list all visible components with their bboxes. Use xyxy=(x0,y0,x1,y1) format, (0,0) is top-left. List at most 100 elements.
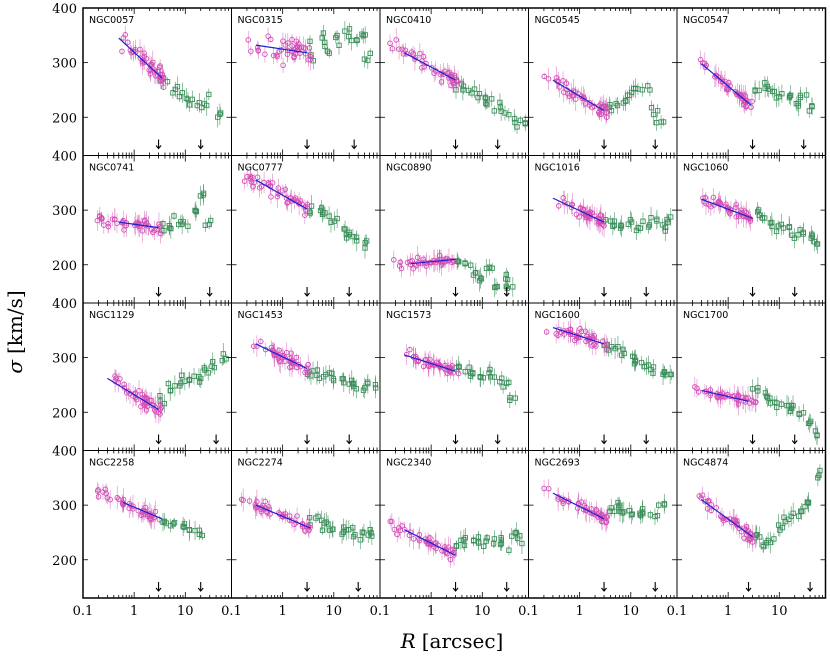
inner-point xyxy=(406,532,413,539)
inner-point xyxy=(297,198,304,204)
outer-point xyxy=(315,513,321,520)
panel-ngc0777: NGC0777 xyxy=(231,155,381,304)
outer-point xyxy=(176,93,183,100)
x-axis-title: R [arcsec] xyxy=(400,629,504,653)
inner-points xyxy=(238,488,313,539)
figure-frame xyxy=(82,7,827,599)
outer-point xyxy=(800,410,807,416)
fit-line xyxy=(255,504,311,529)
outer-point xyxy=(186,377,193,383)
outer-point xyxy=(522,120,529,126)
x-axis-symbol: R xyxy=(400,629,416,653)
inner-point xyxy=(142,218,148,224)
inner-point xyxy=(735,211,742,218)
radius-arrow-head xyxy=(643,292,650,297)
outer-point xyxy=(196,379,203,385)
outer-point xyxy=(797,92,804,99)
outer-point xyxy=(487,374,494,380)
radius-arrow-head xyxy=(197,587,204,592)
inner-point xyxy=(745,395,751,401)
inner-point xyxy=(285,40,291,46)
inner-point xyxy=(115,496,122,502)
inner-point xyxy=(288,350,294,356)
inner-point xyxy=(586,99,593,106)
outer-point xyxy=(478,276,485,282)
inner-point xyxy=(292,195,299,201)
outer-point xyxy=(166,223,172,229)
outer-point xyxy=(786,95,793,101)
inner-point xyxy=(143,407,150,413)
outer-point xyxy=(777,527,783,533)
outer-point xyxy=(199,532,205,539)
panel-name: NGC1573 xyxy=(386,310,431,321)
radius-arrow-head xyxy=(494,145,501,150)
inner-point xyxy=(157,230,164,237)
inner-point xyxy=(151,67,158,73)
outer-point xyxy=(170,90,176,96)
outer-point xyxy=(654,513,661,519)
fit-line xyxy=(701,499,753,538)
outer-point xyxy=(200,192,207,198)
inner-points xyxy=(403,343,462,383)
inner-point xyxy=(157,411,163,417)
radius-arrow-head xyxy=(791,440,798,445)
outer-point xyxy=(171,213,177,219)
outer-point xyxy=(320,374,327,380)
outer-point xyxy=(755,207,762,213)
fit-line xyxy=(552,492,605,520)
panel-name: NGC1129 xyxy=(89,310,134,321)
outer-point xyxy=(219,357,225,364)
outer-point xyxy=(790,403,796,409)
outer-point xyxy=(760,542,766,548)
outer-point xyxy=(341,226,347,232)
outer-point xyxy=(650,370,656,376)
outer-point xyxy=(635,225,641,231)
outer-point xyxy=(607,508,613,514)
panel-ngc1573: NGC1573 xyxy=(379,302,529,451)
panel-ngc0410: NGC0410 xyxy=(379,7,529,156)
outer-point xyxy=(490,541,497,547)
outer-point xyxy=(749,386,756,392)
inner-point xyxy=(284,200,290,206)
outer-point xyxy=(367,50,373,56)
y-axis-unit: [km/s] xyxy=(3,290,27,354)
fit-line xyxy=(552,79,605,112)
outer-point xyxy=(759,215,766,221)
inner-point xyxy=(698,495,705,501)
outer-point xyxy=(790,510,796,516)
panel-ngc1060: NGC1060 xyxy=(676,155,826,304)
outer-point xyxy=(362,32,368,38)
panel-frame xyxy=(676,7,826,156)
outer-point xyxy=(189,96,195,103)
outer-point xyxy=(310,58,316,64)
outer-point xyxy=(369,533,375,539)
outer-point xyxy=(220,351,226,357)
outer-point xyxy=(771,536,777,542)
x-tick-label: 0.1 xyxy=(667,604,688,619)
fit-line xyxy=(404,52,456,81)
outer-point xyxy=(365,57,371,64)
outer-point xyxy=(164,78,171,85)
outer-point xyxy=(191,373,197,379)
inner-point xyxy=(449,363,455,369)
outer-point xyxy=(629,511,635,517)
outer-point xyxy=(477,374,483,380)
outer-point xyxy=(509,533,515,539)
outer-point xyxy=(462,261,468,267)
inner-point xyxy=(442,544,448,550)
inner-point xyxy=(420,363,427,370)
outer-point xyxy=(816,472,822,479)
panel-ngc1129: NGC1129 xyxy=(82,302,232,451)
outer-point xyxy=(640,510,646,517)
inner-point xyxy=(274,193,281,200)
inner-point xyxy=(555,496,561,502)
x-tick-label: 10 xyxy=(326,604,343,619)
outer-point xyxy=(786,223,792,230)
inner-point xyxy=(555,203,562,209)
outer-point xyxy=(172,383,178,389)
inner-point xyxy=(248,179,255,185)
outer-point xyxy=(648,105,655,111)
inner-point xyxy=(294,364,300,371)
outer-point xyxy=(500,384,506,390)
outer-point xyxy=(161,518,168,524)
